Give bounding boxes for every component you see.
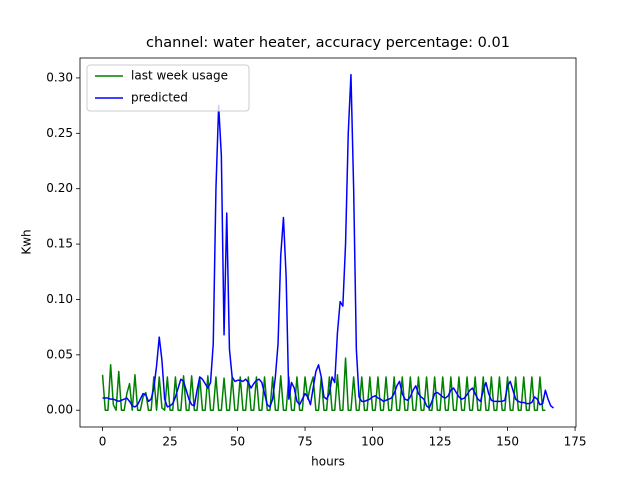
chart-title: channel: water heater, accuracy percenta… xyxy=(146,35,510,51)
legend-label: last week usage xyxy=(131,69,228,83)
legend-label: predicted xyxy=(131,91,188,105)
x-tick-label: 100 xyxy=(361,435,384,449)
y-tick-label: 0.25 xyxy=(46,126,73,140)
x-tick-label: 125 xyxy=(429,435,452,449)
x-tick-label: 0 xyxy=(99,435,107,449)
y-tick-label: 0.20 xyxy=(46,181,73,195)
y-tick-label: 0.05 xyxy=(46,347,73,361)
legend-box xyxy=(86,64,250,112)
y-tick-label: 0.10 xyxy=(46,292,73,306)
y-axis-label: Kwh xyxy=(20,229,34,254)
x-tick-label: 50 xyxy=(230,435,245,449)
axes-frame xyxy=(79,57,577,428)
y-tick-label: 0.15 xyxy=(46,237,73,251)
y-tick-label: 0.30 xyxy=(46,70,73,84)
series-line xyxy=(102,73,554,409)
x-tick-label: 75 xyxy=(297,435,312,449)
x-tick-label: 175 xyxy=(564,435,587,449)
x-tick-label: 150 xyxy=(496,435,519,449)
series-line xyxy=(101,357,546,411)
y-tick-label: 0.00 xyxy=(46,403,73,417)
x-tick-label: 25 xyxy=(162,435,177,449)
x-axis-label: hours xyxy=(311,455,345,469)
legend: last week usage predicted xyxy=(86,64,250,112)
